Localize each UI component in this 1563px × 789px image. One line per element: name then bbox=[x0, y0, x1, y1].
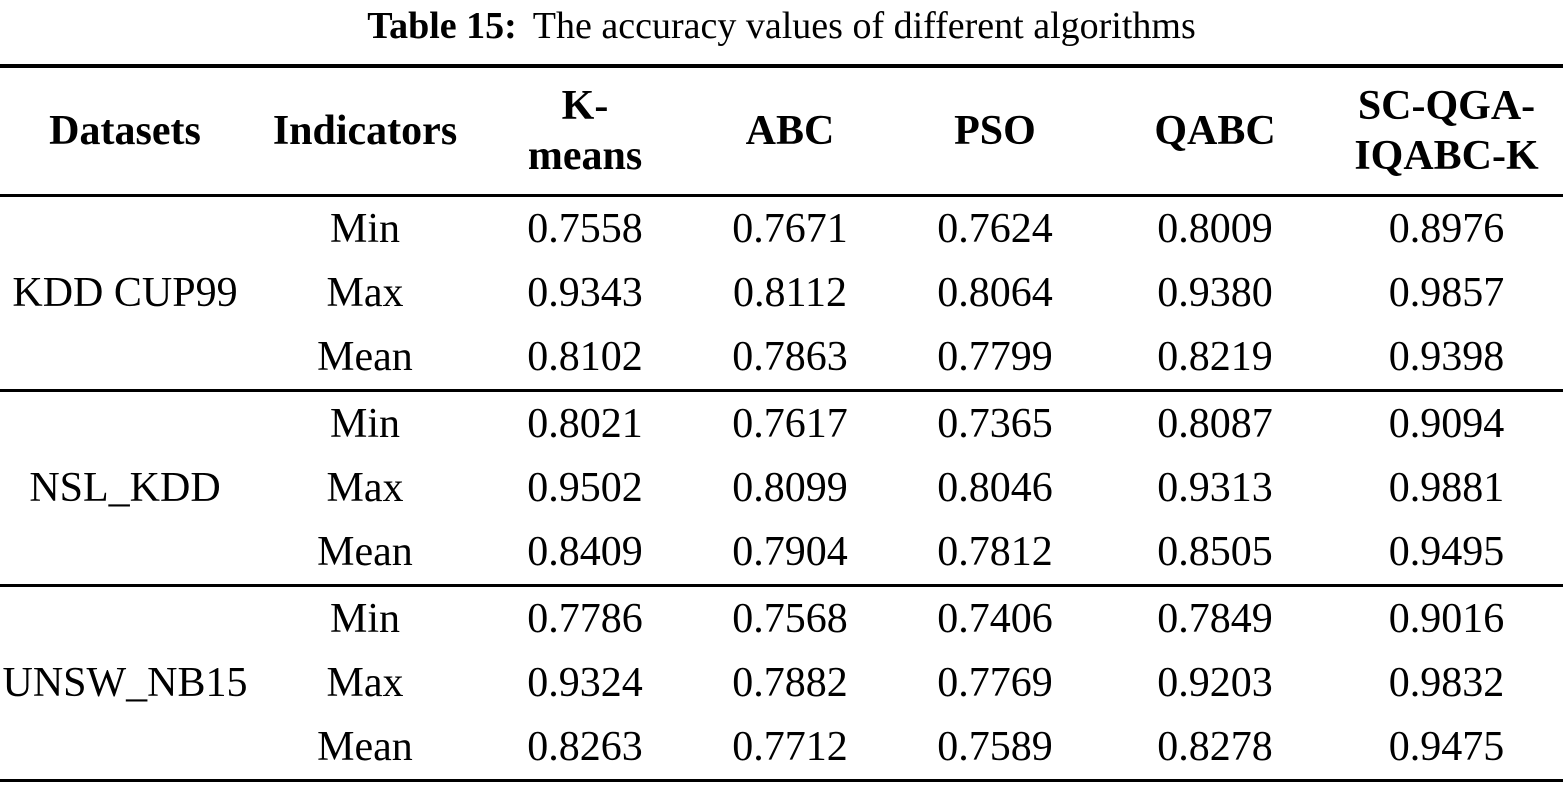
table-row: Mean 0.8263 0.7712 0.7589 0.8278 0.9475 bbox=[0, 715, 1563, 781]
dataset-name: UNSW_NB15 bbox=[2, 660, 248, 706]
indicator-cell: Mean bbox=[317, 334, 413, 380]
value-cell: 0.7589 bbox=[937, 724, 1053, 770]
value-cell: 0.8009 bbox=[1157, 206, 1273, 252]
value-cell: 0.9832 bbox=[1388, 660, 1505, 706]
value-cell: 0.8263 bbox=[527, 724, 643, 770]
value-cell: 0.9495 bbox=[1388, 529, 1505, 575]
value-cell: 0.7568 bbox=[732, 596, 848, 642]
value-cell: 0.9881 bbox=[1388, 465, 1505, 511]
table-row: Max 0.9502 0.8099 0.8046 0.9313 0.9881 bbox=[0, 456, 1563, 520]
col-header-abc: ABC bbox=[745, 107, 835, 154]
value-cell: 0.9343 bbox=[527, 270, 643, 316]
value-cell: 0.9313 bbox=[1157, 465, 1273, 511]
dataset-name: KDD CUP99 bbox=[12, 270, 238, 316]
value-cell: 0.8976 bbox=[1388, 206, 1505, 252]
value-cell: 0.7786 bbox=[527, 596, 643, 642]
value-cell: 0.8409 bbox=[527, 529, 643, 575]
dataset-group-unswnb15: UNSW_NB15 Min 0.7786 0.7568 0.7406 0.784… bbox=[0, 586, 1563, 781]
indicator-cell: Mean bbox=[317, 529, 413, 575]
dataset-group-kddcup99: KDD CUP99 Min 0.7558 0.7671 0.7624 0.800… bbox=[0, 196, 1563, 391]
value-cell: 0.8102 bbox=[527, 334, 643, 380]
value-cell: 0.9475 bbox=[1388, 724, 1505, 770]
accuracy-table: Datasets Indicators K- means ABC PSO QAB… bbox=[0, 64, 1563, 782]
indicator-cell: Min bbox=[329, 401, 400, 447]
table-row: Max 0.9324 0.7882 0.7769 0.9203 0.9832 bbox=[0, 651, 1563, 715]
value-cell: 0.7558 bbox=[527, 206, 643, 252]
table-row: Mean 0.8409 0.7904 0.7812 0.8505 0.9495 bbox=[0, 520, 1563, 586]
value-cell: 0.8064 bbox=[937, 270, 1053, 316]
value-cell: 0.8278 bbox=[1157, 724, 1273, 770]
value-cell: 0.7882 bbox=[732, 660, 848, 706]
dataset-name: NSL_KDD bbox=[29, 465, 221, 511]
table-caption: Table 15: The accuracy values of differen… bbox=[0, 0, 1563, 64]
table-header: Datasets Indicators K- means ABC PSO QAB… bbox=[0, 66, 1563, 196]
col-header-indicators: Indicators bbox=[272, 107, 458, 154]
value-cell: 0.7849 bbox=[1157, 596, 1273, 642]
table-caption-text: The accuracy values of different algorit… bbox=[532, 5, 1196, 47]
value-cell: 0.7863 bbox=[732, 334, 848, 380]
table-row: Mean 0.8102 0.7863 0.7799 0.8219 0.9398 bbox=[0, 325, 1563, 391]
dataset-group-nslkdd: NSL_KDD Min 0.8021 0.7617 0.7365 0.8087 … bbox=[0, 391, 1563, 586]
table-row: UNSW_NB15 Min 0.7786 0.7568 0.7406 0.784… bbox=[0, 586, 1563, 704]
value-cell: 0.7812 bbox=[937, 529, 1053, 575]
header-row: Datasets Indicators K- means ABC PSO QAB… bbox=[0, 66, 1563, 196]
value-cell: 0.9380 bbox=[1157, 270, 1273, 316]
indicator-cell: Mean bbox=[317, 724, 413, 770]
table-row: KDD CUP99 Min 0.7558 0.7671 0.7624 0.800… bbox=[0, 196, 1563, 314]
col-header-pso: PSO bbox=[954, 107, 1036, 154]
col-header-kmeans: K- means bbox=[527, 82, 643, 179]
value-cell: 0.9324 bbox=[527, 660, 643, 706]
value-cell: 0.9857 bbox=[1388, 270, 1505, 316]
col-header-sc-qga-iqabc-k: SC-QGA- IQABC-K bbox=[1354, 82, 1539, 179]
value-cell: 0.9203 bbox=[1157, 660, 1273, 706]
value-cell: 0.8046 bbox=[937, 465, 1053, 511]
table-row: NSL_KDD Min 0.8021 0.7617 0.7365 0.8087 … bbox=[0, 391, 1563, 509]
indicator-cell: Max bbox=[326, 270, 404, 316]
value-cell: 0.9094 bbox=[1388, 401, 1505, 447]
value-cell: 0.8505 bbox=[1157, 529, 1273, 575]
indicator-cell: Min bbox=[329, 206, 400, 252]
value-cell: 0.9016 bbox=[1388, 596, 1505, 642]
indicator-cell: Max bbox=[326, 660, 404, 706]
value-cell: 0.9398 bbox=[1388, 334, 1505, 380]
value-cell: 0.7712 bbox=[732, 724, 848, 770]
value-cell: 0.7671 bbox=[732, 206, 848, 252]
value-cell: 0.8112 bbox=[733, 270, 847, 316]
value-cell: 0.7624 bbox=[937, 206, 1053, 252]
table-row: Max 0.9343 0.8112 0.8064 0.9380 0.9857 bbox=[0, 261, 1563, 325]
value-cell: 0.7904 bbox=[732, 529, 848, 575]
indicator-cell: Min bbox=[329, 596, 400, 642]
value-cell: 0.7799 bbox=[937, 334, 1053, 380]
value-cell: 0.8021 bbox=[527, 401, 643, 447]
value-cell: 0.7365 bbox=[937, 401, 1053, 447]
col-header-qabc: QABC bbox=[1154, 107, 1276, 154]
value-cell: 0.7617 bbox=[732, 401, 848, 447]
col-header-datasets: Datasets bbox=[49, 107, 201, 154]
value-cell: 0.8219 bbox=[1157, 334, 1273, 380]
indicator-cell: Max bbox=[326, 465, 404, 511]
value-cell: 0.8099 bbox=[732, 465, 848, 511]
value-cell: 0.7406 bbox=[937, 596, 1053, 642]
value-cell: 0.9502 bbox=[527, 465, 643, 511]
table-caption-label: Table 15: bbox=[367, 5, 517, 47]
value-cell: 0.8087 bbox=[1157, 401, 1273, 447]
value-cell: 0.7769 bbox=[937, 660, 1053, 706]
